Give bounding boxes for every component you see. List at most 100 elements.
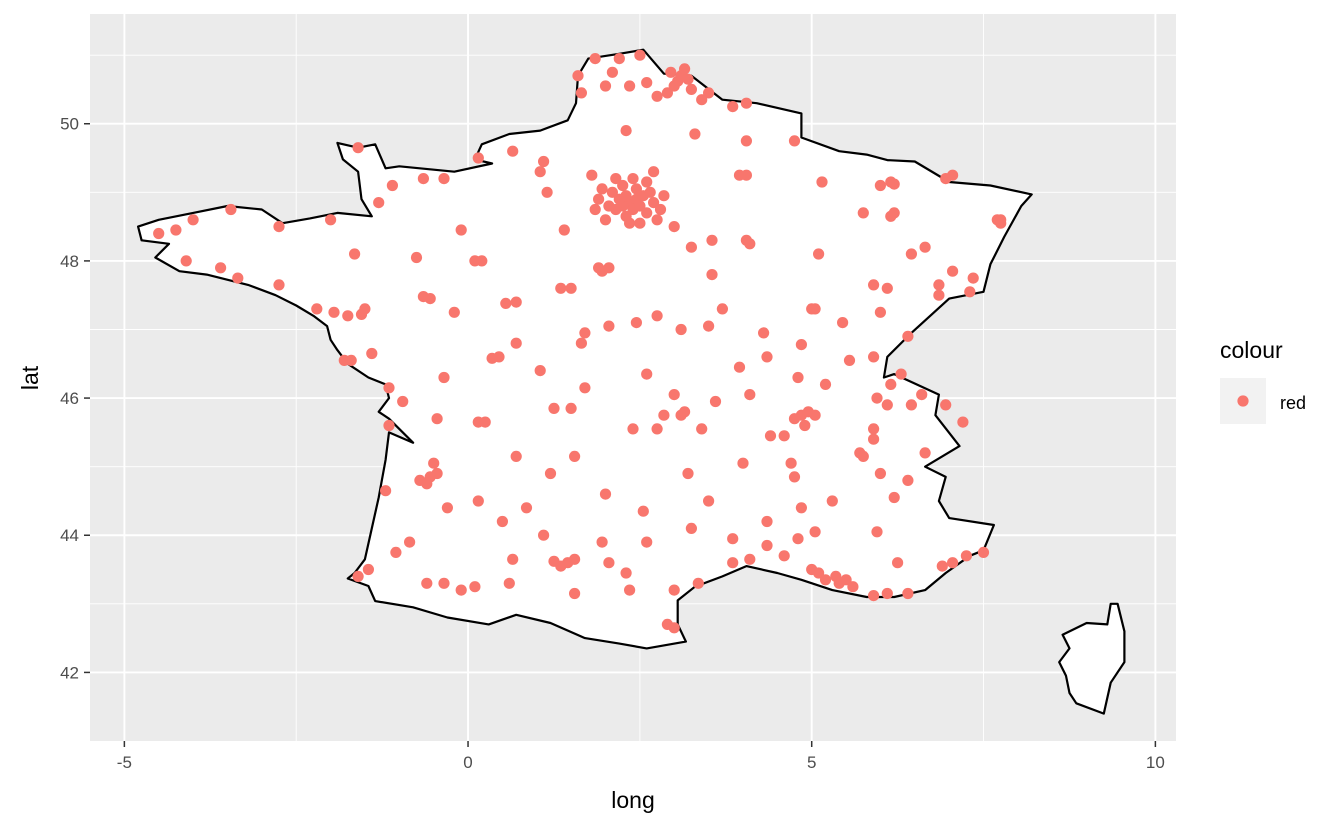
data-point xyxy=(380,485,392,497)
data-point xyxy=(758,327,770,339)
data-point xyxy=(813,567,825,579)
data-point xyxy=(919,241,931,253)
data-point xyxy=(273,221,285,233)
data-point xyxy=(819,378,832,390)
y-tick-label: 48 xyxy=(60,252,79,271)
data-point xyxy=(510,337,522,349)
data-point xyxy=(634,200,646,212)
data-point xyxy=(685,522,698,535)
data-point xyxy=(366,347,378,360)
data-points xyxy=(153,49,1007,634)
data-point xyxy=(806,303,818,315)
data-point xyxy=(761,539,773,552)
data-point xyxy=(555,282,567,294)
data-point xyxy=(613,53,625,65)
data-point xyxy=(933,289,945,301)
data-point xyxy=(919,447,931,459)
data-point xyxy=(881,282,893,294)
data-point xyxy=(977,546,990,559)
data-point xyxy=(868,423,880,435)
data-point xyxy=(624,80,636,92)
data-point xyxy=(349,248,361,260)
data-point xyxy=(627,423,639,435)
data-point xyxy=(421,577,433,589)
data-point xyxy=(579,382,591,394)
data-point xyxy=(881,399,893,411)
data-point xyxy=(727,101,739,113)
data-point xyxy=(548,402,560,414)
data-point xyxy=(764,430,777,442)
data-point xyxy=(668,389,680,401)
data-point xyxy=(868,590,880,602)
data-point xyxy=(438,371,450,384)
data-point xyxy=(428,457,440,469)
data-point xyxy=(744,553,756,565)
data-point xyxy=(651,214,663,226)
data-point xyxy=(957,416,969,428)
data-point xyxy=(404,536,416,548)
data-point xyxy=(795,339,808,351)
data-point xyxy=(417,291,429,303)
data-point xyxy=(885,176,897,188)
data-point xyxy=(651,310,663,322)
data-point xyxy=(624,217,636,229)
data-point xyxy=(868,279,880,291)
data-point xyxy=(414,474,426,486)
data-point xyxy=(665,66,677,78)
data-point xyxy=(874,467,887,480)
data-point xyxy=(390,546,402,559)
data-point xyxy=(544,467,557,480)
data-point xyxy=(431,467,443,480)
data-point xyxy=(637,505,649,517)
y-tick-label: 46 xyxy=(60,389,79,408)
data-point xyxy=(826,495,838,507)
data-point xyxy=(737,457,749,469)
data-point xyxy=(902,474,914,486)
data-point xyxy=(603,200,615,212)
data-point xyxy=(225,203,237,216)
data-point xyxy=(503,577,515,589)
data-point xyxy=(706,234,718,246)
data-point xyxy=(569,450,581,462)
data-point xyxy=(658,190,670,202)
data-point xyxy=(902,330,914,342)
data-point xyxy=(788,135,801,147)
legend-title: colour xyxy=(1220,337,1283,363)
data-point xyxy=(538,155,550,168)
data-point xyxy=(888,491,900,504)
data-point xyxy=(792,533,804,545)
data-point xyxy=(703,320,715,332)
data-point xyxy=(534,166,546,178)
data-point xyxy=(696,94,708,106)
data-point xyxy=(641,207,653,219)
data-point xyxy=(837,317,849,329)
x-tick-label: 0 xyxy=(463,753,472,772)
data-point xyxy=(610,173,622,185)
data-point xyxy=(565,282,577,294)
data-point xyxy=(630,183,643,195)
data-point xyxy=(624,584,636,596)
data-point xyxy=(967,272,979,284)
data-point xyxy=(510,450,522,462)
data-point xyxy=(689,128,701,140)
data-point xyxy=(603,557,615,569)
data-point xyxy=(589,53,601,65)
data-point xyxy=(727,557,739,569)
data-point xyxy=(469,581,481,593)
data-point xyxy=(448,306,460,318)
x-tick-label: 10 xyxy=(1146,753,1165,772)
data-point xyxy=(596,183,608,195)
data-point xyxy=(641,536,653,548)
data-point xyxy=(627,173,639,185)
data-point xyxy=(359,303,371,315)
data-point xyxy=(541,186,553,198)
data-point xyxy=(675,323,687,336)
data-point xyxy=(933,279,945,291)
data-point xyxy=(792,371,804,384)
data-point xyxy=(352,570,364,583)
data-point xyxy=(785,457,797,469)
data-point xyxy=(634,49,646,61)
data-point xyxy=(692,577,704,589)
legend-label-red: red xyxy=(1280,393,1306,413)
